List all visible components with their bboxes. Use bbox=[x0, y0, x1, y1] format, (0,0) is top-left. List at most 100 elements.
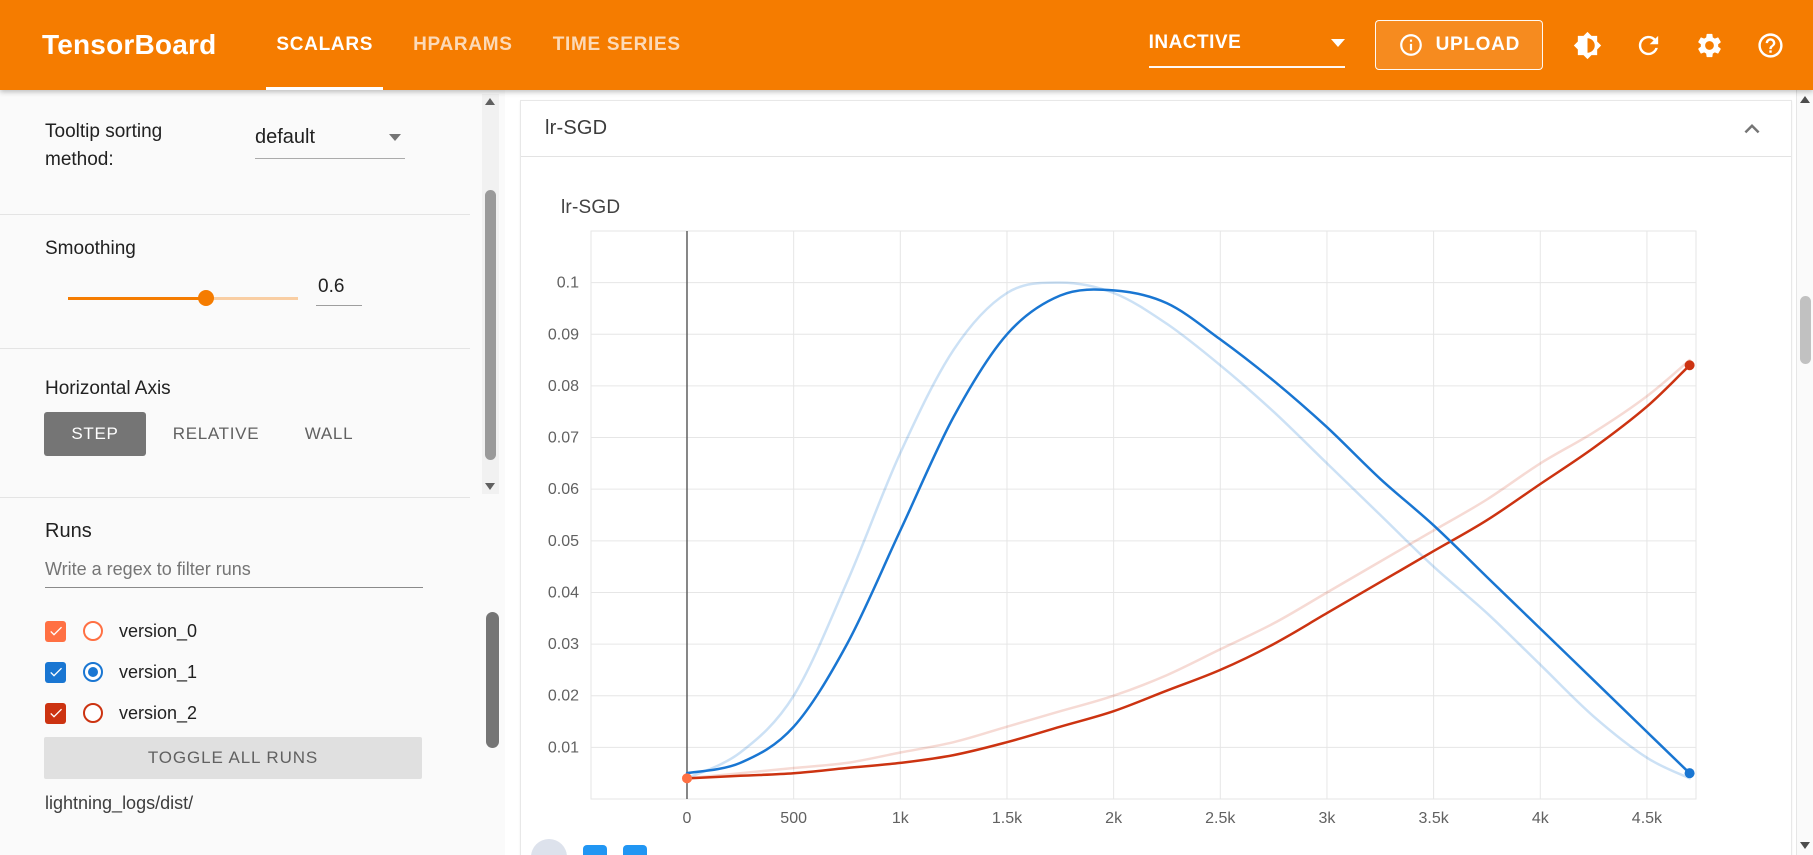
nav-tabs: SCALARS HPARAMS TIME SERIES bbox=[256, 0, 700, 90]
svg-text:0.03: 0.03 bbox=[548, 636, 579, 653]
check-icon bbox=[49, 667, 62, 677]
sidebar-scrollbar[interactable] bbox=[482, 94, 499, 494]
axis-relative-button[interactable]: RELATIVE bbox=[172, 424, 260, 443]
chart-canvas[interactable]: 0.01 0.02 0.03 0.04 0.05 0.06 0.07 0.08 0.09 0.1 0… bbox=[521, 157, 1793, 855]
header-icons bbox=[1573, 31, 1785, 60]
smoothing-value-input[interactable] bbox=[316, 272, 362, 306]
settings-gear-icon[interactable] bbox=[1695, 31, 1724, 60]
brightness-icon[interactable] bbox=[1573, 31, 1602, 60]
run-radio[interactable] bbox=[83, 703, 103, 723]
smoothing-slider-thumb[interactable] bbox=[198, 290, 214, 306]
tooltip-sorting-select[interactable]: default bbox=[255, 126, 405, 159]
run-name: version_0 bbox=[119, 620, 198, 641]
scalar-card: lr-SGD lr-SGD 0.01 0.02 0.03 0.04 0.05 0.06 0.… bbox=[520, 100, 1792, 855]
svg-text:3k: 3k bbox=[1319, 810, 1337, 827]
svg-text:0.04: 0.04 bbox=[548, 584, 579, 601]
axis-step-button[interactable]: STEP bbox=[44, 412, 146, 456]
run-radio[interactable] bbox=[83, 621, 103, 641]
svg-text:0.01: 0.01 bbox=[548, 739, 579, 756]
axis-wall-button[interactable]: WALL bbox=[304, 424, 354, 443]
svg-text:4.5k: 4.5k bbox=[1632, 810, 1663, 827]
divider bbox=[0, 214, 470, 215]
toggle-all-runs-button[interactable]: TOGGLE ALL RUNS bbox=[44, 737, 422, 779]
run-checkbox[interactable] bbox=[45, 620, 66, 642]
divider bbox=[0, 497, 470, 498]
runs-heading: Runs bbox=[45, 520, 92, 542]
slider-track-rest bbox=[206, 297, 298, 300]
chevron-down-icon bbox=[389, 134, 401, 141]
tab-scalars[interactable]: SCALARS bbox=[256, 0, 393, 90]
app-title: TensorBoard bbox=[42, 29, 217, 60]
chart-toolbar-button[interactable] bbox=[623, 845, 647, 855]
svg-text:0: 0 bbox=[683, 810, 692, 827]
svg-text:500: 500 bbox=[780, 810, 807, 827]
svg-text:3.5k: 3.5k bbox=[1418, 810, 1449, 827]
tooltip-sorting-label: Tooltip sorting method: bbox=[45, 121, 163, 170]
check-icon bbox=[49, 626, 62, 636]
chart-title: lr-SGD bbox=[561, 197, 621, 218]
svg-text:0.05: 0.05 bbox=[548, 533, 579, 550]
run-row: version_2 bbox=[45, 693, 425, 733]
run-radio[interactable] bbox=[83, 662, 103, 682]
scroll-down-icon[interactable] bbox=[485, 483, 495, 490]
page-scrollbar-thumb[interactable] bbox=[1800, 296, 1811, 364]
horizontal-axis-label: Horizontal Axis bbox=[45, 378, 171, 399]
tab-hparams-label: HPARAMS bbox=[413, 34, 513, 55]
chart-toolbar-button[interactable] bbox=[583, 845, 607, 855]
scroll-up-icon[interactable] bbox=[485, 98, 495, 105]
svg-text:4k: 4k bbox=[1532, 810, 1550, 827]
help-icon[interactable] bbox=[1756, 31, 1785, 60]
main-content: lr-SGD lr-SGD 0.01 0.02 0.03 0.04 0.05 0.06 0.… bbox=[505, 90, 1796, 855]
run-row: version_1 bbox=[45, 652, 425, 692]
run-checkbox[interactable] bbox=[45, 702, 66, 724]
svg-text:2.5k: 2.5k bbox=[1205, 810, 1236, 827]
tab-time-series-label: TIME SERIES bbox=[552, 34, 681, 55]
tab-scalars-label: SCALARS bbox=[276, 34, 374, 55]
run-checkbox[interactable] bbox=[45, 661, 66, 683]
svg-text:0.08: 0.08 bbox=[548, 378, 579, 395]
collapse-card-button[interactable] bbox=[1737, 114, 1767, 144]
card-header: lr-SGD bbox=[521, 101, 1791, 157]
refresh-icon[interactable] bbox=[1634, 31, 1663, 60]
status-dropdown-value: INACTIVE bbox=[1148, 32, 1242, 53]
tooltip-sorting-value: default bbox=[255, 126, 316, 148]
svg-text:1.5k: 1.5k bbox=[992, 810, 1023, 827]
check-icon bbox=[49, 708, 62, 718]
divider bbox=[0, 348, 470, 349]
info-icon bbox=[1399, 34, 1422, 56]
sidebar-scrollbar-thumb[interactable] bbox=[485, 190, 496, 460]
slider-track-active bbox=[68, 297, 206, 300]
smoothing-label: Smoothing bbox=[45, 238, 136, 259]
svg-text:0.1: 0.1 bbox=[557, 275, 579, 292]
upload-button-label: UPLOAD bbox=[1435, 34, 1520, 55]
card-title: lr-SGD bbox=[545, 117, 608, 139]
svg-text:1k: 1k bbox=[892, 810, 910, 827]
header-bar: TensorBoard SCALARS HPARAMS TIME SERIES … bbox=[0, 0, 1813, 90]
svg-text:0.09: 0.09 bbox=[548, 326, 579, 343]
header-right-cluster: INACTIVE UPLOAD bbox=[1148, 20, 1785, 70]
settings-sidebar: Tooltip sorting method: default Smoothin… bbox=[0, 90, 505, 855]
scroll-up-icon[interactable] bbox=[1800, 96, 1810, 103]
run-row: version_0 bbox=[45, 611, 425, 651]
logdir-path: lightning_logs/dist/ bbox=[45, 793, 194, 813]
upload-button[interactable]: UPLOAD bbox=[1374, 20, 1543, 70]
chevron-down-icon bbox=[1330, 39, 1345, 47]
radio-dot bbox=[88, 667, 98, 677]
page-scrollbar[interactable] bbox=[1796, 90, 1813, 855]
tab-hparams[interactable]: HPARAMS bbox=[393, 0, 533, 90]
runs-scrollbar-thumb[interactable] bbox=[486, 612, 499, 748]
svg-text:0.02: 0.02 bbox=[548, 688, 579, 705]
chart-toolbar bbox=[531, 839, 647, 855]
tab-time-series[interactable]: TIME SERIES bbox=[533, 0, 701, 90]
runs-filter-input[interactable] bbox=[45, 552, 423, 588]
svg-text:0.07: 0.07 bbox=[548, 430, 579, 447]
chart-toolbar-circle-button[interactable] bbox=[531, 839, 567, 855]
status-dropdown[interactable]: INACTIVE bbox=[1148, 32, 1345, 68]
chevron-up-icon bbox=[1744, 123, 1760, 133]
run-name: version_2 bbox=[119, 702, 198, 723]
run-name: version_1 bbox=[119, 661, 198, 682]
scroll-down-icon[interactable] bbox=[1800, 842, 1810, 849]
smoothing-slider[interactable] bbox=[68, 290, 298, 306]
svg-text:2k: 2k bbox=[1105, 810, 1123, 827]
